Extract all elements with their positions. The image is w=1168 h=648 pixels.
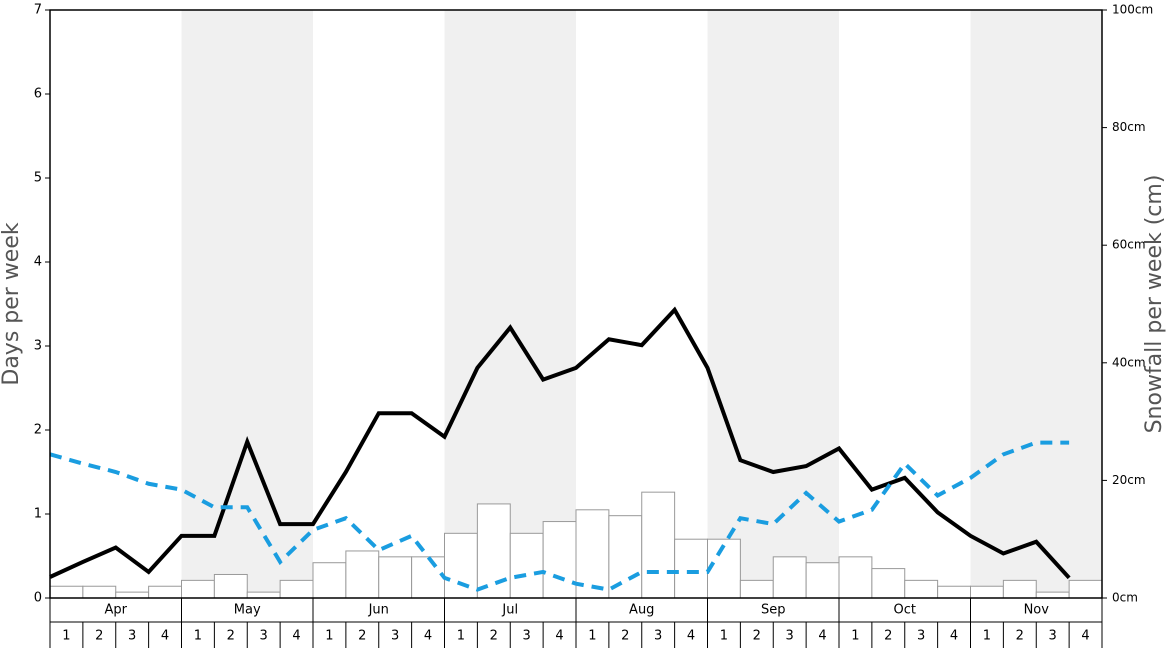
y-axis-title: Days per week [0,222,24,385]
bar [509,532,544,599]
x-tick-label: 4 [161,629,169,644]
x-tick-label: 4 [818,629,826,644]
y-tick-label: 1 [34,507,42,522]
month-label: Nov [1024,603,1050,618]
bar [641,491,676,599]
x-tick-label: 4 [555,629,563,644]
bar [49,585,84,599]
bar [707,538,741,599]
x-tick-label: 4 [292,629,300,644]
bar [246,591,281,599]
month-label: Aug [629,603,654,618]
bar [838,556,873,599]
month-label: Apr [105,603,128,618]
bar [181,579,215,599]
bar [345,550,380,599]
month-band [970,10,1102,598]
bar [805,562,840,599]
x-tick-label: 4 [1081,629,1089,644]
month-band [707,10,839,598]
bar [1068,579,1103,599]
y2-tick-label: 60cm [1112,238,1146,252]
bar [608,515,643,599]
y-tick-label: 3 [34,339,42,354]
bar [82,585,117,599]
x-tick-label: 1 [62,629,70,644]
x-tick-label: 2 [1016,629,1024,644]
x-tick-label: 3 [260,629,268,644]
x-tick-label: 1 [457,629,465,644]
bar [739,579,774,599]
month-label: Oct [894,603,916,618]
x-tick-label: 2 [227,629,235,644]
y2-tick-label: 80cm [1112,120,1146,134]
x-tick-label: 3 [654,629,662,644]
x-tick-label: 2 [621,629,629,644]
x-tick-label: 4 [687,629,695,644]
x-tick-label: 2 [490,629,498,644]
x-tick-label: 3 [523,629,531,644]
month-label: May [234,603,261,618]
x-tick-label: 1 [983,629,991,644]
bar [148,585,182,599]
y-tick-label: 0 [34,591,42,606]
x-tick-label: 1 [325,629,333,644]
y-tick-label: 4 [34,255,42,270]
y-tick-label: 6 [34,87,42,102]
y-tick-label: 2 [34,423,42,438]
x-tick-label: 4 [424,629,432,644]
month-label: Jun [368,603,389,618]
x-tick-label: 1 [588,629,596,644]
x-tick-label: 1 [851,629,859,644]
y-tick-label: 5 [34,171,42,186]
x-tick-label: 3 [128,629,136,644]
bar [674,538,708,599]
x-tick-label: 2 [753,629,761,644]
bar [411,556,445,599]
x-tick-label: 2 [358,629,366,644]
y-tick-label: 7 [34,3,42,18]
bar [476,503,511,599]
bar [871,568,906,599]
bar [115,591,150,599]
x-tick-label: 1 [194,629,202,644]
x-tick-label: 3 [1049,629,1057,644]
y2-tick-label: 20cm [1112,473,1146,487]
month-label: Jul [501,603,518,618]
bar [1002,579,1037,599]
x-tick-label: 2 [884,629,892,644]
bar [213,573,248,599]
y2-tick-label: 40cm [1112,355,1146,369]
line [49,306,1071,580]
y2-axis-title: Snowfall per week (cm) [1142,175,1167,434]
month-label: Sep [761,603,786,618]
bar [1035,591,1070,599]
x-tick-label: 3 [786,629,794,644]
bar [904,579,939,599]
bar [378,556,413,599]
y2-tick-label: 0cm [1112,591,1138,605]
bar [772,556,807,599]
month-band [444,10,576,598]
bar [444,532,478,599]
bar [970,585,1004,599]
x-tick-label: 2 [95,629,103,644]
x-tick-label: 3 [917,629,925,644]
x-tick-label: 3 [391,629,399,644]
y2-tick-label: 100cm [1112,3,1153,17]
bar [542,521,577,599]
bar [312,562,347,599]
bar [937,585,971,599]
x-tick-label: 4 [950,629,958,644]
line [49,440,1070,592]
bar [279,579,314,599]
x-tick-label: 1 [720,629,728,644]
